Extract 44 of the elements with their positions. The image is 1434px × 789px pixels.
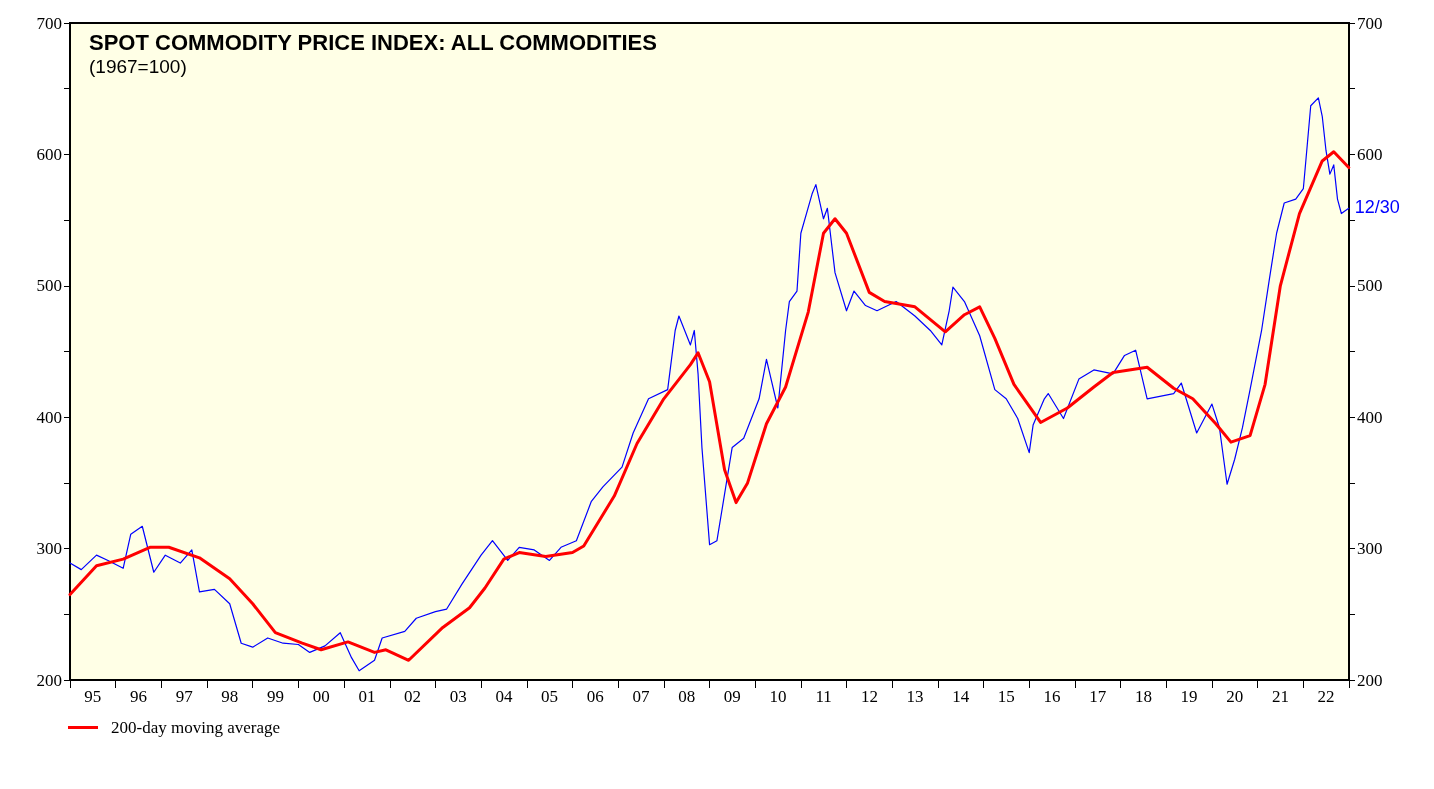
x-tick-label: 08 xyxy=(678,687,696,706)
y2-tick-label: 400 xyxy=(1357,407,1383,427)
x-tick-label: 15 xyxy=(997,687,1015,706)
x-tick-label: 07 xyxy=(632,687,650,706)
x-tick-label: 04 xyxy=(495,687,513,706)
y-tick-label: 300 xyxy=(36,539,62,559)
y-tick-label: 400 xyxy=(36,407,62,427)
x-tick-label: 95 xyxy=(84,687,102,706)
y2-tick-label: 700 xyxy=(1357,13,1383,33)
x-tick-label: 05 xyxy=(541,687,559,706)
x-tick-label: 22 xyxy=(1317,687,1335,706)
x-tick-label: 12 xyxy=(860,687,878,706)
x-tick-label: 10 xyxy=(769,687,787,706)
x-tick-label: 99 xyxy=(266,687,284,706)
x-tick-label: 16 xyxy=(1043,687,1061,706)
x-tick-label: 14 xyxy=(952,687,970,706)
x-tick-label: 17 xyxy=(1089,687,1107,706)
x-tick-label: 97 xyxy=(175,687,194,706)
y-tick-label: 600 xyxy=(36,144,62,164)
x-tick-label: 18 xyxy=(1134,687,1152,706)
y2-tick-label: 600 xyxy=(1357,144,1383,164)
y2-tick-label: 300 xyxy=(1357,539,1383,559)
annotation: 12/30 xyxy=(1354,197,1400,218)
legend-label: 200-day moving average xyxy=(111,718,280,737)
y2-tick-label: 200 xyxy=(1357,670,1383,690)
x-tick-label: 09 xyxy=(723,687,741,706)
x-tick-label: 06 xyxy=(586,687,604,706)
x-tick-label: 13 xyxy=(906,687,924,706)
x-tick-label: 20 xyxy=(1226,687,1244,706)
y-tick-label: 200 xyxy=(36,670,62,690)
x-tick-label: 21 xyxy=(1271,687,1289,706)
x-tick-label: 98 xyxy=(221,687,239,706)
x-tick-label: 02 xyxy=(404,687,422,706)
y-tick-label: 700 xyxy=(36,13,62,33)
y-tick-label: 500 xyxy=(36,276,62,296)
x-tick-label: 96 xyxy=(130,687,148,706)
y2-tick-label: 500 xyxy=(1357,276,1383,296)
x-tick-label: 19 xyxy=(1180,687,1198,706)
text: (1967=100) xyxy=(89,56,187,77)
x-tick-label: 03 xyxy=(449,687,467,706)
x-tick-label: 00 xyxy=(312,687,330,706)
chart-title: SPOT COMMODITY PRICE INDEX: ALL COMMODITIES xyxy=(89,29,657,55)
x-tick-label: 01 xyxy=(358,687,376,706)
x-tick-label: 11 xyxy=(815,687,832,706)
